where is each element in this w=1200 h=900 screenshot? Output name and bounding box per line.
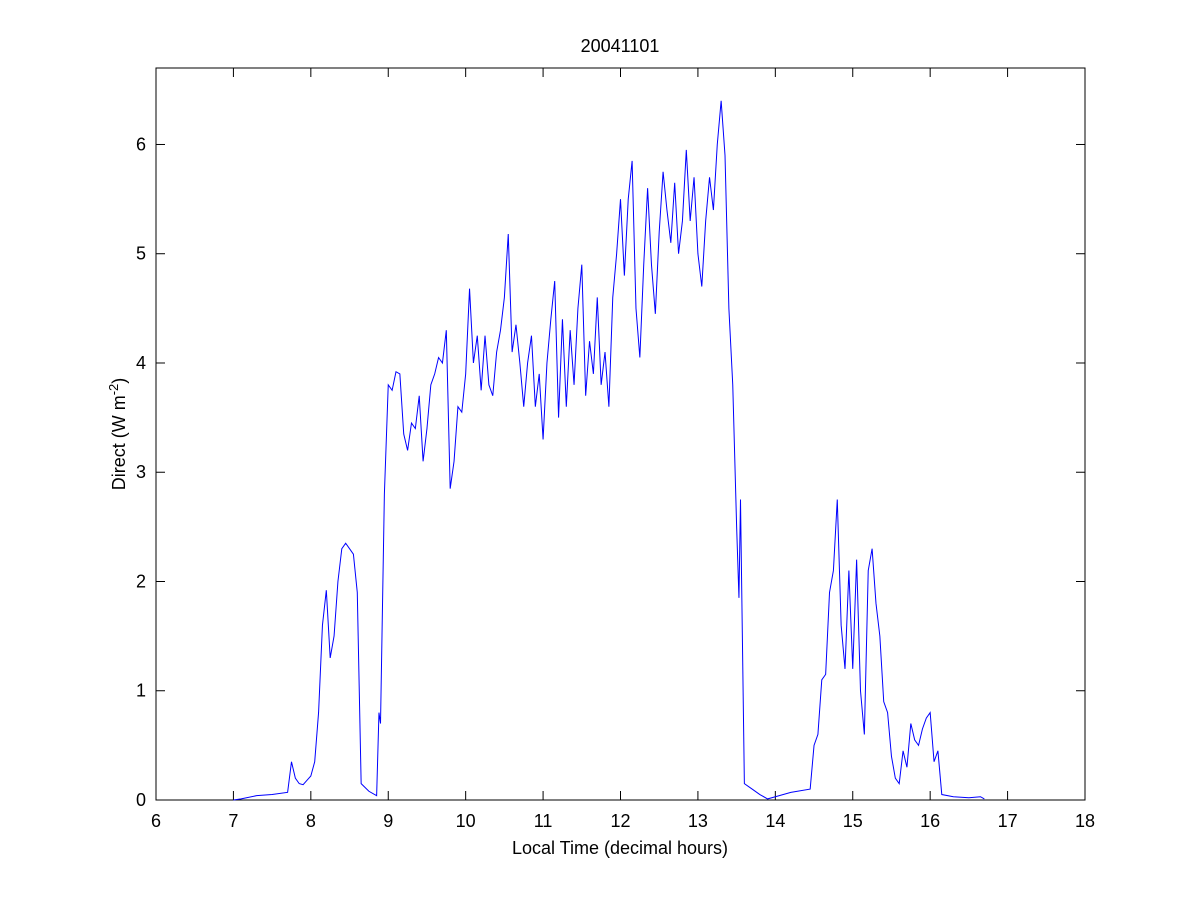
y-label-superscript: -2 (106, 384, 121, 396)
y-tick-label: 5 (136, 244, 146, 264)
data-line (233, 100, 985, 801)
x-tick-label: 10 (456, 811, 476, 831)
x-tick-label: 16 (920, 811, 940, 831)
y-tick-label: 3 (136, 462, 146, 482)
y-tick-label: 0 (136, 790, 146, 810)
x-tick-label: 7 (228, 811, 238, 831)
x-tick-label: 9 (383, 811, 393, 831)
x-tick-label: 13 (688, 811, 708, 831)
x-tick-label: 11 (534, 811, 553, 831)
y-label-text: Direct (W m (109, 395, 129, 490)
x-tick-label: 18 (1075, 811, 1095, 831)
x-axis-label: Local Time (decimal hours) (512, 838, 728, 858)
x-tick-label: 8 (306, 811, 316, 831)
y-tick-label: 2 (136, 571, 146, 591)
x-tick-label: 12 (610, 811, 630, 831)
x-tick-label: 15 (843, 811, 863, 831)
y-tick-label: 6 (136, 134, 146, 154)
chart-title: 20041101 (581, 36, 660, 56)
y-tick-label: 1 (136, 681, 146, 701)
x-tick-label: 14 (765, 811, 785, 831)
plot-frame (155, 67, 1086, 801)
x-tick-label: 17 (998, 811, 1018, 831)
y-label-suffix: ) (109, 378, 129, 384)
y-tick-label: 4 (136, 353, 146, 373)
y-axis-label: Direct (W m-2) (106, 378, 129, 491)
x-tick-label: 6 (151, 811, 161, 831)
